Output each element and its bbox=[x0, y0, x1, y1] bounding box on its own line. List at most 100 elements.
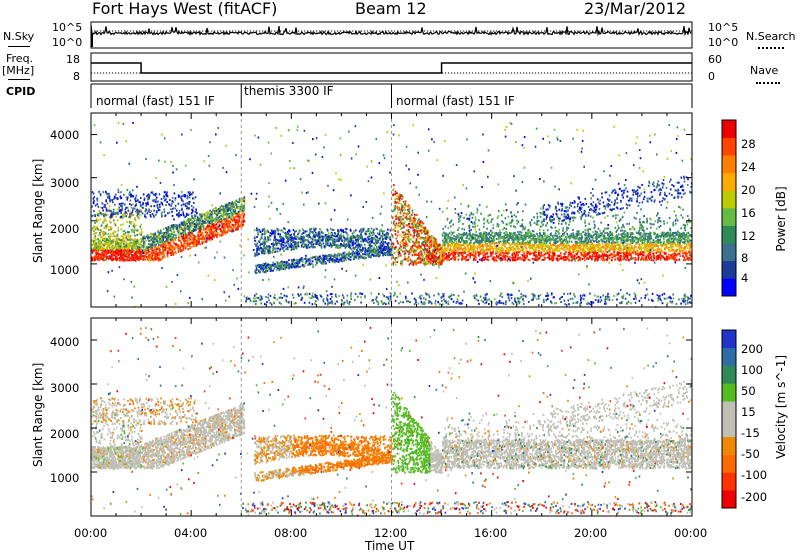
echo-cell bbox=[228, 202, 230, 204]
echo-cell bbox=[287, 238, 289, 240]
echo-cell bbox=[166, 245, 168, 247]
echo-cell bbox=[131, 212, 133, 214]
echo-cell bbox=[92, 249, 94, 251]
echo-cell bbox=[335, 256, 337, 258]
echo-cell bbox=[107, 241, 109, 243]
echo-cell bbox=[114, 223, 116, 225]
echo-cell bbox=[116, 246, 118, 248]
echo-cell bbox=[343, 244, 345, 246]
echo-cell bbox=[127, 246, 129, 248]
echo-cell bbox=[285, 235, 287, 237]
echo-cell bbox=[112, 239, 114, 241]
echo-cell bbox=[183, 213, 185, 215]
echo-cell bbox=[128, 256, 130, 258]
echo-cell bbox=[301, 245, 303, 247]
echo-cell bbox=[174, 192, 176, 194]
echo-cell bbox=[379, 231, 381, 233]
echo-cell bbox=[142, 239, 144, 241]
echo-cell bbox=[117, 198, 119, 200]
echo-cell bbox=[130, 235, 132, 237]
echo-cell bbox=[155, 253, 157, 255]
echo-cell bbox=[127, 258, 129, 260]
echo-cell bbox=[120, 196, 122, 198]
echo-cell bbox=[216, 220, 218, 222]
echo-cell bbox=[122, 238, 124, 240]
echo-cell bbox=[178, 203, 180, 205]
echo-cell bbox=[152, 233, 154, 235]
echo-cell bbox=[324, 245, 326, 247]
echo-cell bbox=[413, 235, 415, 237]
echo-cell bbox=[127, 243, 129, 245]
echo-cell bbox=[96, 203, 98, 205]
echo-cell bbox=[343, 237, 345, 239]
echo-cell bbox=[186, 245, 188, 247]
echo-cell bbox=[260, 271, 262, 273]
echo-cell bbox=[283, 238, 285, 240]
echo-cell bbox=[296, 244, 298, 246]
echo-cell bbox=[135, 210, 137, 212]
echo-cell bbox=[129, 225, 131, 227]
echo-cell bbox=[227, 209, 229, 211]
echo-cell bbox=[422, 255, 424, 257]
echo-cell bbox=[156, 239, 158, 241]
echo-cell bbox=[338, 235, 340, 237]
echo-cell bbox=[156, 248, 158, 250]
echo-cell bbox=[181, 236, 183, 238]
echo-cell bbox=[420, 258, 422, 260]
echo-cell bbox=[216, 208, 218, 210]
echo-cell bbox=[342, 259, 344, 261]
echo-cell bbox=[107, 243, 109, 245]
echo-cell bbox=[365, 238, 367, 240]
echo-cell bbox=[244, 198, 246, 200]
echo-cell bbox=[402, 205, 404, 207]
echo-cell bbox=[209, 214, 211, 216]
echo-cell bbox=[254, 253, 256, 255]
echo-cell bbox=[373, 233, 375, 235]
echo-cell bbox=[106, 209, 108, 211]
echo-cell bbox=[422, 259, 424, 261]
echo-cell bbox=[261, 252, 263, 254]
echo-cell bbox=[436, 252, 438, 254]
echo-cell bbox=[309, 241, 311, 243]
echo-cell bbox=[135, 220, 137, 222]
echo-cell bbox=[92, 257, 94, 259]
echo-cell bbox=[191, 209, 193, 211]
echo-cell bbox=[204, 218, 206, 220]
echo-cell bbox=[323, 232, 325, 234]
echo-cell bbox=[281, 261, 283, 263]
echo-cell bbox=[272, 232, 274, 234]
echo-cell bbox=[299, 237, 301, 239]
echo-cell bbox=[278, 242, 280, 244]
echo-cell bbox=[203, 226, 205, 228]
echo-cell bbox=[147, 194, 149, 196]
echo-cell bbox=[140, 253, 142, 255]
echo-cell bbox=[130, 259, 132, 261]
echo-cell bbox=[209, 225, 211, 227]
echo-cell bbox=[273, 239, 275, 241]
echo-cell bbox=[194, 226, 196, 228]
echo-cell bbox=[388, 254, 390, 256]
echo-cell bbox=[390, 254, 392, 256]
echo-cell bbox=[242, 207, 244, 209]
echo-cell bbox=[119, 257, 121, 259]
echo-cell bbox=[153, 200, 155, 202]
echo-cell bbox=[164, 215, 166, 217]
echo-cell bbox=[173, 243, 175, 245]
echo-cell bbox=[181, 209, 183, 211]
echo-cell bbox=[147, 258, 149, 260]
echo-cell bbox=[129, 216, 131, 218]
echo-cell bbox=[105, 232, 107, 234]
echo-cell bbox=[117, 230, 119, 232]
echo-cell bbox=[289, 239, 291, 241]
echo-cell bbox=[407, 233, 409, 235]
echo-cell bbox=[147, 202, 149, 204]
echo-cell bbox=[192, 225, 194, 227]
echo-cell bbox=[307, 246, 309, 248]
echo-cell bbox=[402, 196, 404, 198]
echo-cell bbox=[216, 230, 218, 232]
freq-frame bbox=[91, 53, 692, 81]
echo-cell bbox=[377, 228, 379, 230]
echo-cell bbox=[276, 228, 278, 230]
echo-cell bbox=[196, 221, 198, 223]
echo-cell bbox=[95, 205, 97, 207]
